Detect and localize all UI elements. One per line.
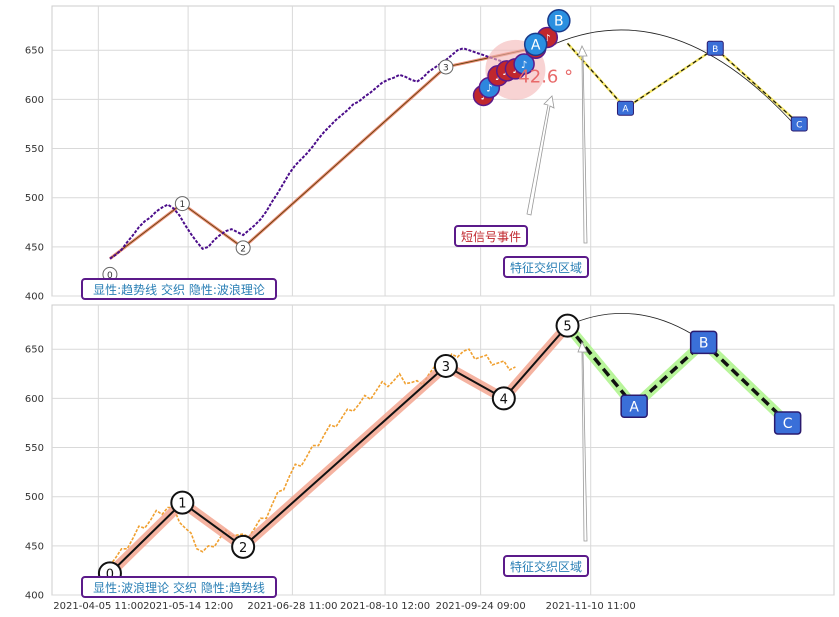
y-tick-label: 600 (25, 95, 44, 106)
wave-label: 0 (106, 567, 114, 582)
forecast-marker (620, 394, 648, 419)
circle-label: A (531, 37, 541, 53)
legend-text: 显性:趋势线 交织 隐性:波浪理论 (93, 282, 265, 297)
annotation-zone-box (503, 555, 589, 577)
wave-marker (174, 196, 190, 212)
x-tick-label: 2021-06-28 11:00 (247, 601, 337, 612)
forecast-label: C (796, 120, 802, 130)
arrow-short (526, 95, 555, 216)
arrow-zone (577, 341, 588, 542)
forecast-label: B (699, 335, 709, 351)
wave-label: 2 (240, 244, 246, 254)
circle-marker (547, 8, 571, 33)
forecast-marker (790, 116, 808, 132)
wave-label: 5 (563, 320, 571, 335)
y-tick-label: 450 (25, 242, 44, 253)
wave-marker (555, 313, 580, 338)
event-glyph: ♪ (512, 65, 518, 76)
bottom-panel: 400 450 500 550 600 650 0 1 2 3 4 5 A B C 特征交织区域显性:波浪理论… (25, 304, 835, 602)
event-marker (513, 53, 535, 75)
event-glyph: ♪ (480, 91, 486, 102)
forecast-arc (555, 29, 800, 131)
y-tick-label: 400 (25, 591, 44, 602)
y-tick-label: 500 (25, 492, 44, 503)
wave-label: 1 (178, 497, 186, 512)
x-tick-label: 2021-09-24 09:00 (436, 601, 526, 612)
angle-text: 42.6 ° (518, 67, 573, 88)
forecast-label: A (629, 399, 639, 415)
wave-marker (491, 386, 516, 411)
top-panel: 4004505005506006500123ABC♪♪♪♬♪♪♪♪AB42.6 … (25, 5, 835, 303)
annotation-zone: 特征交织区域 (510, 559, 582, 574)
y-tick-label: 550 (25, 443, 44, 454)
annotation-short-box (454, 225, 528, 247)
wave-label: 0 (107, 271, 113, 281)
y-tick-label: 600 (25, 394, 44, 405)
wave-marker (235, 240, 251, 256)
wave-line (109, 324, 569, 575)
event-glyph: ♪ (521, 60, 527, 71)
plot-area (51, 5, 835, 297)
y-tick-label: 550 (25, 144, 44, 155)
event-glyph: ♪ (495, 72, 501, 83)
circle-label: B (554, 14, 564, 30)
wave-marker (170, 490, 195, 515)
forecast-path (566, 324, 789, 425)
wave-label: 3 (443, 63, 449, 73)
wave-marker (433, 353, 458, 378)
annotation-zone-box (503, 256, 589, 278)
price-series (109, 47, 516, 260)
y-tick-label: 450 (25, 541, 44, 552)
y-tick-label: 650 (25, 46, 44, 57)
x-axis: 2021-04-05 11:00 2021-05-14 12:00 2021-06-… (53, 601, 635, 612)
forecast-marker (616, 100, 634, 116)
annotation-short: 短信号事件 (461, 230, 521, 244)
wave-label: 1 (179, 200, 185, 210)
wave-label: 2 (239, 541, 247, 556)
event-glyph: ♪ (486, 84, 492, 95)
forecast-marker (689, 330, 718, 355)
forecast-label: A (622, 105, 629, 115)
y-tick-label: 650 (25, 345, 44, 356)
forecast-label: B (712, 45, 718, 55)
legend-box (81, 576, 277, 598)
x-tick-label: 2021-11-10 11:00 (546, 601, 636, 612)
x-tick-label: 2021-04-05 11:00 (53, 601, 143, 612)
forecast-label: C (783, 416, 793, 432)
wave-marker (438, 59, 454, 75)
wave-label: 4 (500, 392, 508, 407)
legend-box (81, 278, 277, 300)
wave-label: 3 (442, 360, 450, 375)
legend-text: 显性:波浪理论 交织 隐性:趋势线 (93, 580, 265, 595)
y-tick-label: 400 (25, 292, 44, 303)
circle-marker (523, 32, 548, 57)
arrow-zone (577, 45, 588, 244)
forecast-marker (706, 40, 724, 56)
forecast-marker (773, 411, 802, 435)
x-tick-label: 2021-05-14 12:00 (143, 601, 233, 612)
y-tick-label: 500 (25, 193, 44, 204)
wave-marker (231, 534, 256, 559)
annotation-zone: 特征交织区域 (510, 260, 582, 275)
event-glyph: ♪ (544, 33, 550, 44)
x-tick-label: 2021-08-10 12:00 (340, 601, 430, 612)
forecast-path (567, 42, 800, 125)
